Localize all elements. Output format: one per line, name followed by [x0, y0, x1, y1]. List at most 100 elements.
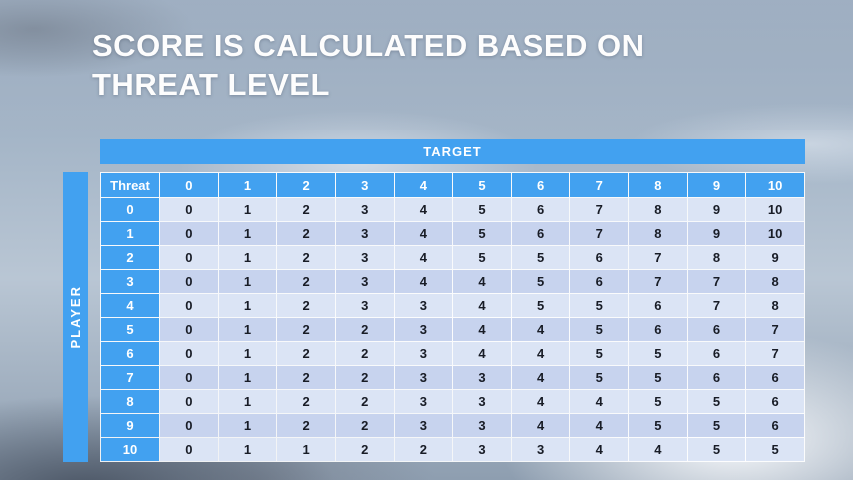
score-cell: 3	[453, 414, 511, 437]
score-cell: 2	[277, 390, 335, 413]
score-cell: 6	[746, 366, 804, 389]
score-cell: 6	[687, 342, 746, 365]
score-cell: 4	[453, 342, 511, 365]
score-cell: 8	[629, 222, 687, 245]
target-col-header: 3	[335, 173, 394, 197]
score-cell: 4	[570, 438, 628, 461]
score-cell: 5	[687, 438, 746, 461]
score-cell: 3	[394, 342, 453, 365]
score-cell: 6	[511, 198, 570, 221]
score-cell: 7	[570, 222, 628, 245]
target-label: TARGET	[423, 144, 482, 159]
score-cell: 0	[160, 366, 218, 389]
score-cell: 1	[218, 414, 277, 437]
score-cell: 5	[570, 318, 628, 341]
score-cell: 0	[160, 342, 218, 365]
score-cell: 2	[277, 366, 335, 389]
threat-row-header: 7	[101, 366, 159, 389]
player-label: PLAYER	[68, 285, 83, 349]
score-cell: 0	[160, 414, 218, 437]
target-col-header: 10	[746, 173, 804, 197]
score-cell: 6	[511, 222, 570, 245]
score-cell: 3	[394, 390, 453, 413]
header-row: Threat 0 1 2 3 4 5 6 7 8 9 10	[101, 173, 804, 197]
score-cell: 5	[570, 366, 628, 389]
score-cell: 4	[570, 414, 628, 437]
score-cell: 5	[453, 222, 511, 245]
score-cell: 3	[335, 198, 394, 221]
threat-row-header: 5	[101, 318, 159, 341]
score-cell: 1	[218, 366, 277, 389]
score-cell: 2	[277, 222, 335, 245]
score-cell: 0	[160, 198, 218, 221]
score-cell: 1	[277, 438, 335, 461]
score-cell: 0	[160, 222, 218, 245]
corner-threat-label: Threat	[101, 173, 159, 197]
target-col-header: 1	[218, 173, 277, 197]
score-cell: 3	[335, 222, 394, 245]
player-header-bar: PLAYER	[63, 172, 88, 462]
score-cell: 1	[218, 342, 277, 365]
score-cell: 6	[629, 294, 687, 317]
score-cell: 8	[687, 246, 746, 269]
target-col-header: 7	[570, 173, 628, 197]
threat-row-header: 2	[101, 246, 159, 269]
score-cell: 5	[629, 390, 687, 413]
target-col-header: 9	[687, 173, 746, 197]
score-cell: 4	[394, 222, 453, 245]
threat-row-header: 0	[101, 198, 159, 221]
target-col-header: 0	[160, 173, 218, 197]
score-cell: 5	[687, 414, 746, 437]
threat-row-header: 3	[101, 270, 159, 293]
page-title-line-2: THREAT LEVEL	[92, 66, 330, 102]
score-cell: 1	[218, 318, 277, 341]
score-cell: 0	[160, 390, 218, 413]
score-cell: 4	[394, 246, 453, 269]
score-cell: 5	[629, 342, 687, 365]
score-cell: 2	[335, 390, 394, 413]
threat-row-header: 6	[101, 342, 159, 365]
score-cell: 2	[277, 342, 335, 365]
score-cell: 3	[335, 270, 394, 293]
score-cell: 3	[335, 294, 394, 317]
threat-row-header: 8	[101, 390, 159, 413]
score-cell: 2	[335, 342, 394, 365]
score-cell: 9	[746, 246, 804, 269]
score-cell: 0	[160, 294, 218, 317]
score-cell: 8	[746, 294, 804, 317]
threat-row-header: 1	[101, 222, 159, 245]
page-title: SCORE IS CALCULATED BASED ON THREAT LEVE…	[92, 27, 732, 105]
score-cell: 9	[687, 198, 746, 221]
score-cell: 1	[218, 198, 277, 221]
score-cell: 5	[570, 294, 628, 317]
score-cell: 7	[746, 318, 804, 341]
target-col-header: 2	[277, 173, 335, 197]
score-cell: 5	[629, 414, 687, 437]
score-cell: 5	[629, 366, 687, 389]
page-title-line-1: SCORE IS CALCULATED BASED ON	[92, 28, 645, 63]
score-cell: 4	[629, 438, 687, 461]
score-cell: 2	[335, 318, 394, 341]
score-cell: 10	[746, 198, 804, 221]
score-cell: 8	[629, 198, 687, 221]
title-band	[0, 0, 853, 130]
threat-row-header: 9	[101, 414, 159, 437]
score-cell: 2	[277, 270, 335, 293]
score-cell: 5	[453, 246, 511, 269]
threat-row-header: 10	[101, 438, 159, 461]
score-cell: 5	[687, 390, 746, 413]
score-cell: 3	[394, 414, 453, 437]
score-cell: 6	[746, 390, 804, 413]
table-row: 10 0 1 1 2 2 3 3 4 4 5 5	[101, 438, 804, 461]
score-cell: 3	[453, 438, 511, 461]
score-cell: 7	[687, 294, 746, 317]
score-table-body: 0 0 1 2 3 4 5 6 7 8 9 10 1 0 1 2 3 4 5 6 7 8 9 10 2 0 1 2 3 4 5 5 6 7 8 9 3 0…	[101, 198, 804, 461]
score-cell: 1	[218, 246, 277, 269]
score-cell: 4	[511, 414, 570, 437]
score-cell: 5	[511, 270, 570, 293]
score-cell: 7	[570, 198, 628, 221]
score-cell: 10	[746, 222, 804, 245]
